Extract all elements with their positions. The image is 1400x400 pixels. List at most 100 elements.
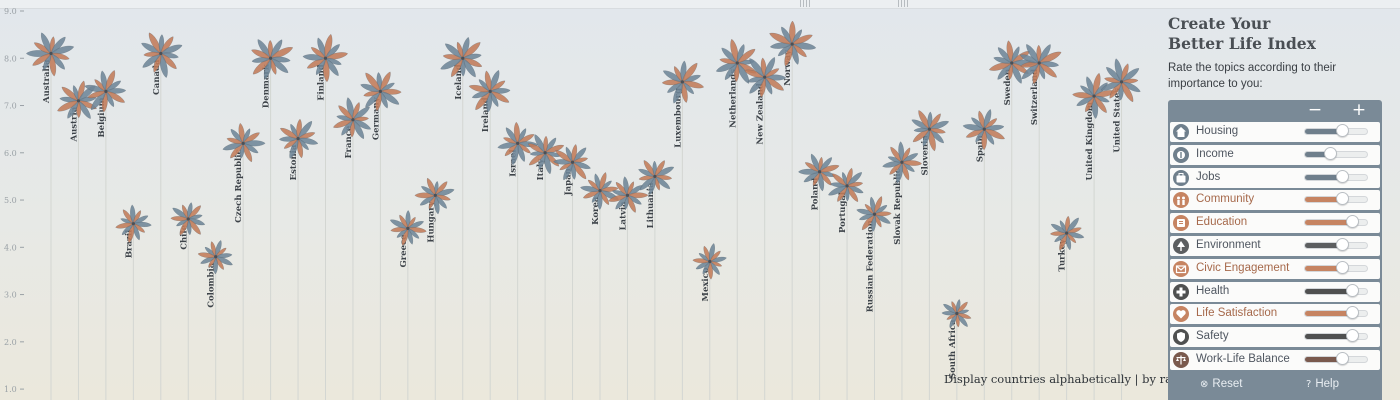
topic-weight-slider[interactable] [1304, 352, 1368, 365]
topic-weight-slider[interactable] [1304, 283, 1368, 297]
help-button[interactable]: ? Help [1306, 378, 1339, 390]
top-tick-mark [898, 0, 908, 7]
country-flower[interactable] [856, 196, 892, 233]
flower-petal [929, 128, 946, 134]
flower-petal [709, 250, 721, 262]
topic-weight-slider[interactable] [1304, 215, 1368, 229]
flower-petal [170, 216, 189, 222]
country-flower[interactable] [115, 204, 152, 244]
country-flower[interactable] [414, 177, 455, 215]
flower-center [900, 160, 904, 164]
country-label: Greece [399, 234, 409, 268]
country-label: United Kingdom [1085, 102, 1095, 180]
flower-center [1010, 61, 1014, 65]
sidebar: Create Your Better Life Index Rate the t… [1160, 0, 1400, 400]
slider-handle[interactable] [1336, 124, 1350, 137]
country-flower[interactable] [497, 121, 539, 166]
y-tick-label: 6.0 [4, 149, 17, 158]
country-flower[interactable] [715, 38, 758, 84]
panel-footer: ⊗ Reset ? Help [1168, 370, 1382, 400]
decrease-all-button[interactable]: − [1307, 100, 1323, 120]
country-flower[interactable] [553, 144, 591, 181]
increase-all-button[interactable]: + [1351, 100, 1367, 120]
flower-petal [57, 100, 79, 112]
country-flower[interactable] [250, 38, 294, 80]
country-flower[interactable] [84, 69, 127, 113]
country-flower[interactable] [389, 210, 427, 246]
country-label: New Zealand [756, 83, 766, 144]
country-label: Japan [564, 168, 574, 196]
topic-weight-slider[interactable] [1304, 169, 1368, 183]
topic-weight-slider[interactable] [1304, 124, 1368, 137]
country-flower[interactable] [580, 172, 620, 210]
slider-handle[interactable] [1324, 146, 1338, 160]
envelope-icon [1173, 260, 1189, 277]
flowers[interactable] [25, 20, 1142, 328]
country-flower[interactable] [25, 32, 75, 77]
country-flower[interactable] [941, 299, 972, 328]
slider-fill [1305, 220, 1354, 226]
country-label: Ireland [481, 97, 491, 132]
slider-handle[interactable] [1346, 283, 1360, 297]
y-tick-label: 1.0 [4, 385, 17, 394]
flower-center [790, 42, 794, 46]
country-flower[interactable] [278, 118, 319, 160]
instructions: Rate the topics according to their impor… [1168, 62, 1337, 90]
y-tick-label: 7.0 [4, 102, 17, 111]
country-flower[interactable] [527, 133, 565, 175]
country-flower[interactable] [661, 60, 705, 105]
flower-petal [764, 68, 780, 78]
country-flower[interactable] [798, 153, 840, 192]
country-flower[interactable] [638, 159, 675, 195]
topic-weight-slider[interactable] [1304, 260, 1368, 274]
slider-handle[interactable] [1346, 215, 1360, 229]
flower-petal [599, 172, 607, 191]
country-flower[interactable] [882, 141, 923, 184]
country-flower[interactable] [302, 33, 349, 83]
topic-weight-slider[interactable] [1304, 238, 1368, 251]
flower-center [131, 222, 135, 226]
country-flower[interactable] [744, 56, 787, 98]
country-flower[interactable] [1100, 58, 1142, 103]
country-flower[interactable] [1019, 43, 1062, 85]
country-flower[interactable] [439, 36, 483, 79]
slider-handle[interactable] [1336, 192, 1350, 206]
country-flower[interactable] [468, 69, 511, 113]
country-flower[interactable] [692, 243, 727, 280]
slider-handle[interactable] [1336, 260, 1350, 274]
country-flower[interactable] [140, 31, 183, 78]
flower-petal [251, 49, 271, 59]
sort-alphabetically-link[interactable]: alphabetically [1049, 372, 1131, 386]
flower-petal [956, 313, 972, 319]
country-flower[interactable] [608, 176, 649, 213]
country-flower[interactable] [222, 122, 266, 163]
slider-handle[interactable] [1346, 306, 1360, 320]
topic-row: Education [1170, 213, 1380, 234]
slider-handle[interactable] [1336, 169, 1350, 183]
topic-weight-slider[interactable] [1304, 306, 1368, 320]
topic-weight-slider[interactable] [1304, 329, 1368, 343]
country-flower[interactable] [827, 167, 864, 203]
title-line-1: Create Your [1168, 14, 1271, 33]
flower-petal [280, 127, 299, 139]
topic-panel: − + Housing Income Jobs Community Education E… [1168, 100, 1382, 400]
flower-center [982, 127, 986, 131]
slider-handle[interactable] [1346, 329, 1360, 343]
country-flower[interactable] [360, 71, 402, 112]
topic-row: Civic Engagement [1170, 258, 1380, 279]
reset-button[interactable]: ⊗ Reset [1200, 378, 1242, 390]
country-flower[interactable] [170, 202, 206, 236]
slider-handle[interactable] [1336, 238, 1350, 251]
country-flower[interactable] [197, 240, 234, 275]
topic-weight-slider[interactable] [1304, 192, 1368, 206]
country-flower[interactable] [768, 20, 817, 67]
flower-petal [846, 181, 864, 187]
country-flower[interactable] [1072, 72, 1116, 119]
country-label: Mexico [701, 267, 711, 301]
slider-handle[interactable] [1336, 352, 1350, 365]
country-flower[interactable] [1049, 215, 1085, 251]
country-flower[interactable] [962, 109, 1006, 151]
topic-weight-slider[interactable] [1304, 146, 1368, 160]
country-flower[interactable] [332, 97, 372, 140]
country-flower[interactable] [911, 109, 950, 152]
